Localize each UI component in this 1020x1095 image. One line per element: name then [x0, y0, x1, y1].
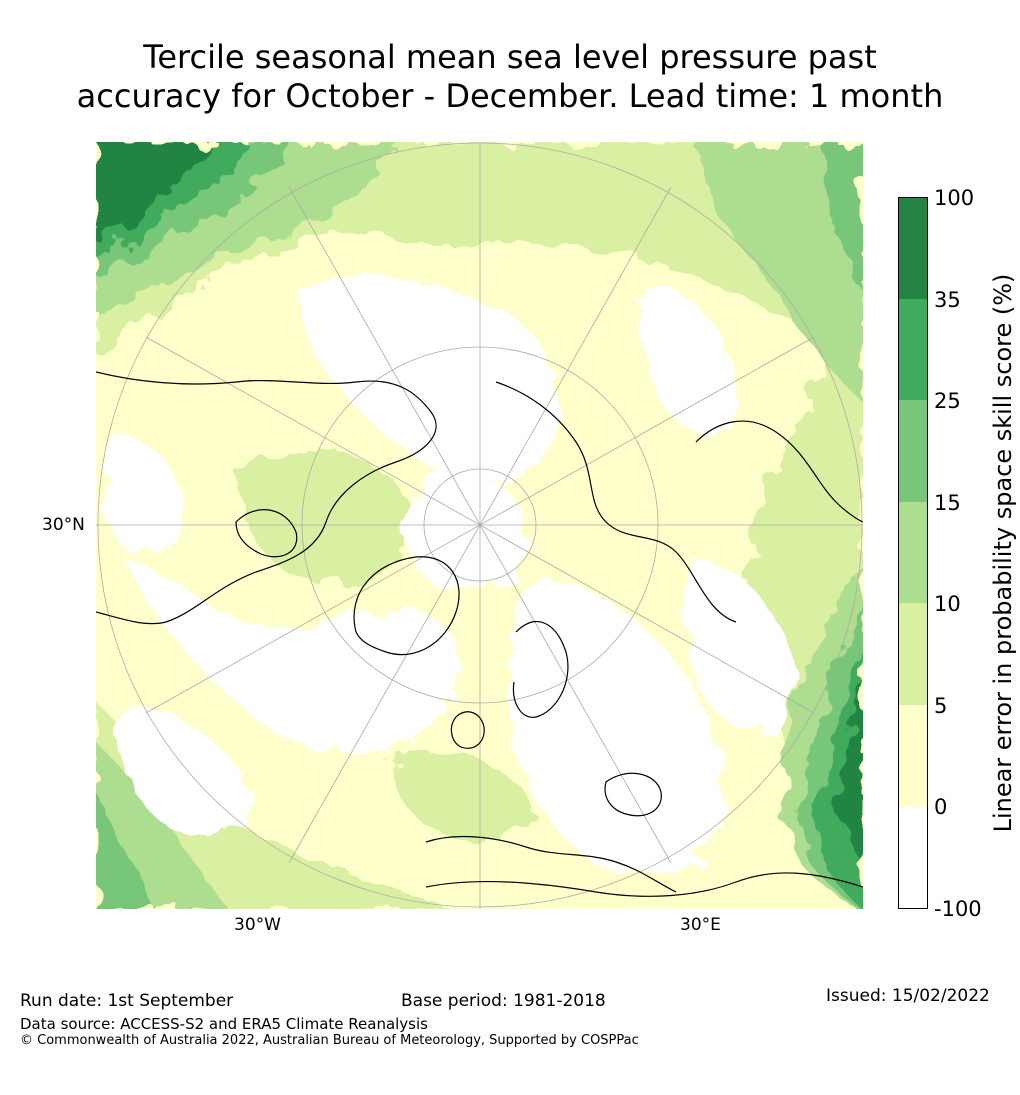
colorbar-tick-5: 5 — [934, 694, 948, 718]
field-5-10-canada — [236, 450, 411, 584]
colorbar-bin-25-35 — [898, 299, 928, 400]
colorbar-tick-neg100: -100 — [934, 897, 982, 921]
colorbar-tick-35: 35 — [934, 288, 961, 312]
colorbar-bin-35-100 — [898, 197, 928, 299]
british-isles-coast — [450, 711, 485, 749]
lat-label-30n: 30°N — [42, 515, 85, 535]
field-10-15-ne — [696, 142, 863, 402]
scandinavia-coast — [512, 621, 569, 718]
colorbar-bin-15-25 — [898, 400, 928, 502]
colorbar-tick-0: 0 — [934, 795, 948, 819]
black-caspian-coast — [604, 772, 662, 817]
lon-label-30e: 30°E — [680, 915, 721, 935]
field-negative-arctic — [302, 273, 558, 480]
hudson-bay-coast — [235, 509, 298, 558]
colorbar-bin-5-10 — [898, 603, 928, 705]
asia-east-coast — [695, 420, 863, 523]
colorbar-tick-100: 100 — [934, 186, 975, 210]
field-15-25-sw — [96, 792, 156, 909]
base-period: Base period: 1981-2018 — [401, 991, 606, 1011]
colorbar-bin-neg — [898, 807, 928, 909]
copyright: © Commonwealth of Australia 2022, Austra… — [20, 1033, 639, 1048]
colorbar — [898, 197, 928, 909]
field-negative-south — [120, 702, 250, 835]
field-negative-atlantic — [126, 562, 464, 755]
polar-map — [96, 142, 863, 909]
field-5-10-europe — [386, 751, 531, 842]
eurasia-north-coast — [495, 381, 737, 623]
greenland-coast — [353, 556, 460, 656]
colorbar-tick-10: 10 — [934, 592, 961, 616]
lon-label-30w: 30°W — [234, 915, 281, 935]
field-35-100-se — [836, 682, 863, 862]
field-15-25-ne — [816, 142, 863, 292]
title-line-1: Tercile seasonal mean sea level pressure… — [143, 38, 877, 76]
africa-north-coast — [425, 872, 863, 897]
field-negative-eurasia — [509, 580, 724, 872]
field-35-100-nw — [96, 142, 206, 242]
colorbar-bin-0-5 — [898, 705, 928, 807]
colorbar-tick-25: 25 — [934, 389, 961, 413]
graticule — [96, 142, 863, 909]
north-america-coast — [96, 371, 437, 625]
map-title: Tercile seasonal mean sea level pressure… — [0, 38, 1020, 116]
field-negative-west — [103, 440, 182, 555]
mediterranean-coast — [425, 835, 677, 893]
title-line-2: accuracy for October - December. Lead ti… — [76, 77, 944, 115]
field-negative-pacific — [639, 282, 739, 435]
colorbar-bin-10-15 — [898, 502, 928, 603]
run-date: Run date: 1st September — [20, 991, 234, 1011]
data-source: Data source: ACCESS-S2 and ERA5 Climate … — [20, 1015, 428, 1033]
issued-date: Issued: 15/02/2022 — [826, 986, 990, 1006]
colorbar-tick-15: 15 — [934, 491, 961, 515]
colorbar-title: Linear error in probability space skill … — [989, 273, 1017, 833]
coastlines — [96, 371, 863, 897]
